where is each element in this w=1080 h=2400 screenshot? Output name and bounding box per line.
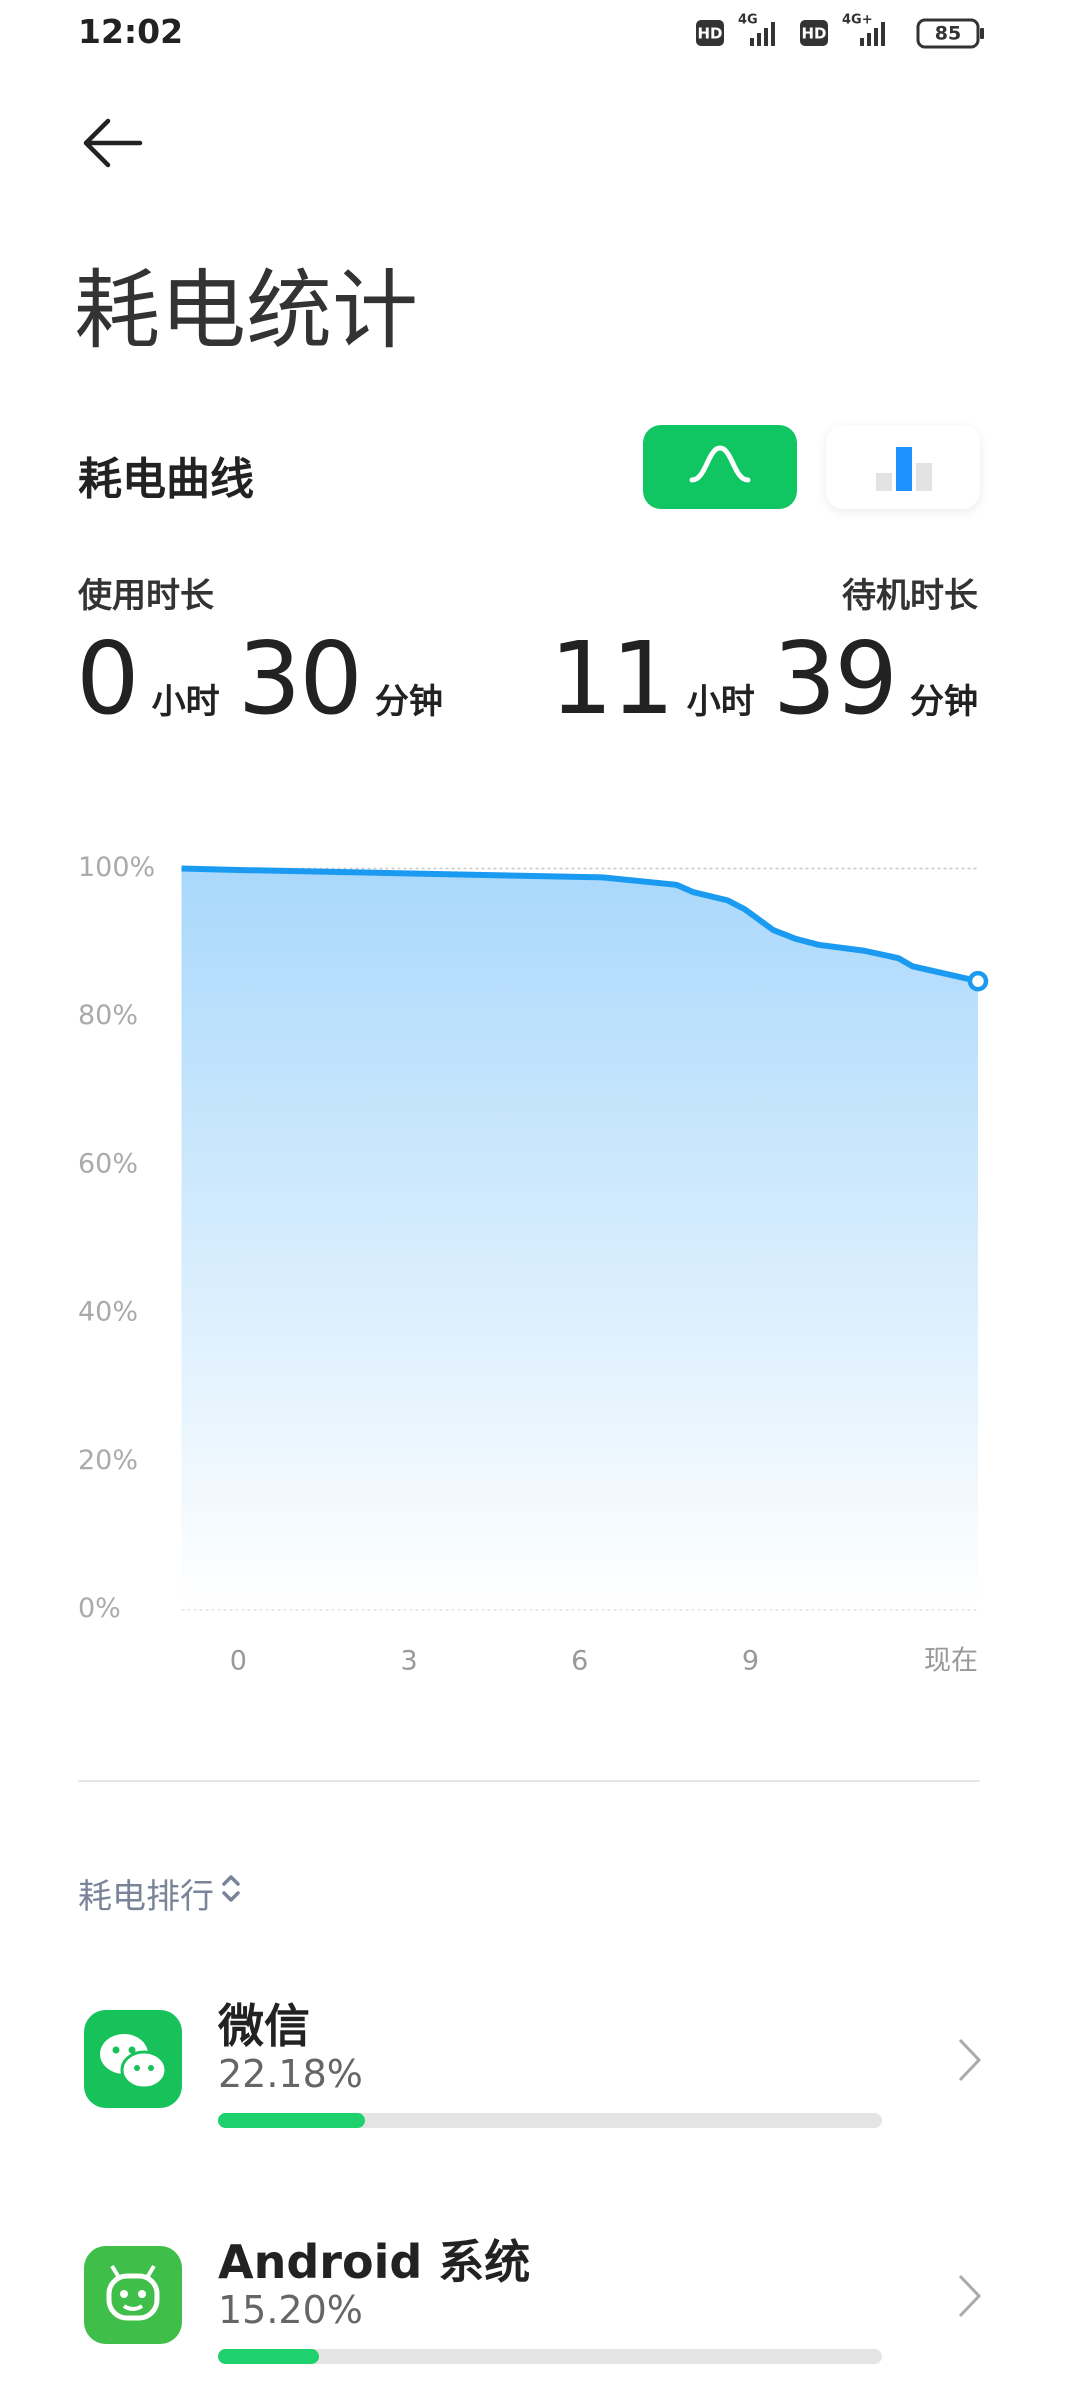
x-tick-label: 9: [742, 1646, 759, 1677]
chevron: [958, 2274, 982, 2318]
y-tick-label: 100%: [78, 852, 155, 883]
app-name: 微信: [218, 1999, 310, 2053]
y-tick-label: 40%: [78, 1297, 138, 1328]
app-row[interactable]: Android 系统 15.20%: [0, 2226, 1080, 2400]
page-title: 耗电统计: [74, 261, 418, 361]
network-label: 4G: [738, 13, 758, 28]
standby-duration: 11 小时 39 分钟: [550, 620, 979, 737]
section-title: 耗电曲线: [78, 454, 254, 505]
bar-view-button[interactable]: [826, 425, 980, 509]
progress-bar: [218, 2349, 319, 2364]
standby-label: 待机时长: [842, 576, 978, 616]
y-tick-label: 80%: [78, 1000, 138, 1031]
sort-icon: [222, 1875, 240, 1902]
network-label: HD: [697, 25, 722, 43]
standby-minutes: 39: [772, 620, 898, 737]
app-percent: 22.18%: [218, 2052, 363, 2096]
progress-track: [218, 2349, 882, 2364]
chart-toggle: [643, 425, 980, 509]
app-name: Android 系统: [218, 2235, 531, 2289]
status-time: 12:02: [78, 12, 184, 51]
unit: 小时: [686, 682, 755, 722]
unit: 分钟: [374, 682, 443, 722]
usage-duration: 0 小时 30 分钟: [76, 620, 443, 737]
y-tick-label: 0%: [78, 1593, 121, 1624]
y-tick-label: 20%: [78, 1445, 138, 1476]
usage-label: 使用时长: [78, 576, 214, 616]
chevron: [958, 2038, 982, 2082]
network-label: HD: [801, 25, 826, 43]
usage-hours: 0: [76, 620, 140, 737]
x-tick-label: 6: [571, 1646, 588, 1677]
x-tick-label: 0: [230, 1646, 247, 1677]
unit: 分钟: [910, 682, 978, 722]
network-label: 4G+: [842, 13, 873, 28]
progress-bar: [218, 2113, 366, 2128]
status-icons: HD 4G HD 4G+ 85: [696, 13, 984, 49]
ranking-title: 耗电排行: [78, 1877, 214, 1917]
x-tick-label: 现在: [924, 1646, 978, 1677]
app-icon: [84, 2010, 182, 2108]
app-icon: [84, 2246, 182, 2344]
usage-minutes: 30: [237, 620, 363, 737]
unit: 小时: [151, 682, 220, 722]
current-point: [967, 970, 989, 992]
battery-chart: 0% 20% 40% 60% 80% 100% 0 3 6 9 现在: [78, 852, 989, 1677]
y-tick-label: 60%: [78, 1148, 138, 1179]
progress-track: [218, 2113, 882, 2128]
line: [181, 865, 979, 985]
battery-level: 85: [935, 23, 961, 45]
app-percent: 15.20%: [218, 2288, 363, 2332]
standby-hours: 11: [549, 620, 675, 737]
area: [181, 868, 978, 1610]
divider: [78, 1780, 980, 1782]
ranking-sort[interactable]: 耗电排行: [78, 1868, 248, 1918]
back-button[interactable]: [80, 115, 150, 175]
app-row[interactable]: 微信 22.18%: [0, 1990, 1080, 2140]
x-tick-label: 3: [400, 1646, 417, 1677]
line-view-button[interactable]: [643, 425, 797, 509]
